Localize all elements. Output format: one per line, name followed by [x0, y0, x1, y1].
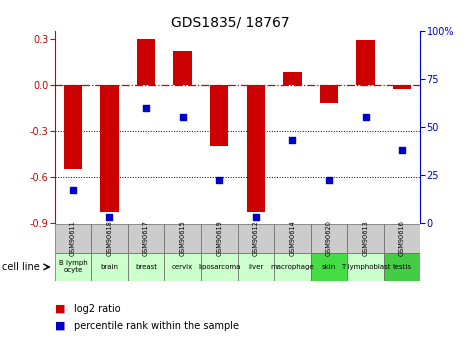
Text: GSM90612: GSM90612 — [253, 220, 259, 256]
Bar — [283, 72, 302, 85]
Text: T lymphoblast: T lymphoblast — [341, 264, 390, 270]
Text: liposarcoma: liposarcoma — [198, 264, 240, 270]
Text: brain: brain — [101, 264, 118, 270]
Text: log2 ratio: log2 ratio — [74, 304, 120, 314]
Text: percentile rank within the sample: percentile rank within the sample — [74, 321, 238, 331]
Bar — [238, 224, 274, 253]
Point — [325, 178, 332, 183]
Text: skin: skin — [322, 264, 336, 270]
Text: breast: breast — [135, 264, 157, 270]
Bar — [384, 224, 420, 253]
Bar — [164, 224, 201, 253]
Bar — [393, 85, 411, 89]
Bar — [164, 253, 201, 281]
Bar — [384, 253, 420, 281]
Bar — [201, 224, 238, 253]
Text: GSM90614: GSM90614 — [289, 220, 295, 256]
Text: ■: ■ — [55, 304, 65, 314]
Point — [69, 187, 77, 193]
Point — [398, 147, 406, 152]
Text: liver: liver — [248, 264, 264, 270]
Bar — [274, 224, 311, 253]
Bar — [320, 85, 338, 103]
Bar — [64, 85, 82, 169]
Bar — [356, 40, 375, 85]
Point — [105, 214, 113, 219]
Text: ■: ■ — [55, 321, 65, 331]
Text: GSM90616: GSM90616 — [399, 220, 405, 256]
Point — [216, 178, 223, 183]
Bar — [347, 253, 384, 281]
Point — [252, 214, 259, 219]
Text: testis: testis — [392, 264, 411, 270]
Bar — [311, 253, 347, 281]
Bar — [201, 253, 238, 281]
Title: GDS1835/ 18767: GDS1835/ 18767 — [171, 16, 289, 30]
Bar — [274, 253, 311, 281]
Text: cervix: cervix — [172, 264, 193, 270]
Bar — [173, 51, 192, 85]
Bar — [137, 39, 155, 85]
Bar — [210, 85, 228, 146]
Point — [289, 137, 296, 143]
Bar — [128, 224, 164, 253]
Bar — [91, 253, 128, 281]
Bar — [247, 85, 265, 212]
Bar — [238, 253, 274, 281]
Bar — [311, 224, 347, 253]
Bar — [100, 85, 119, 212]
Point — [142, 105, 150, 110]
Point — [362, 115, 370, 120]
Bar — [91, 224, 128, 253]
Text: GSM90620: GSM90620 — [326, 220, 332, 256]
Text: macrophage: macrophage — [271, 264, 314, 270]
Bar — [128, 253, 164, 281]
Bar — [347, 224, 384, 253]
Text: GSM90618: GSM90618 — [106, 220, 113, 256]
Bar — [55, 224, 91, 253]
Text: GSM90619: GSM90619 — [216, 220, 222, 256]
Text: GSM90615: GSM90615 — [180, 220, 186, 256]
Point — [179, 115, 186, 120]
Bar — [55, 253, 91, 281]
Text: B lymph
ocyte: B lymph ocyte — [58, 260, 87, 274]
Text: GSM90617: GSM90617 — [143, 220, 149, 256]
Text: GSM90611: GSM90611 — [70, 220, 76, 256]
Text: cell line: cell line — [2, 262, 40, 272]
Text: GSM90613: GSM90613 — [362, 220, 369, 256]
